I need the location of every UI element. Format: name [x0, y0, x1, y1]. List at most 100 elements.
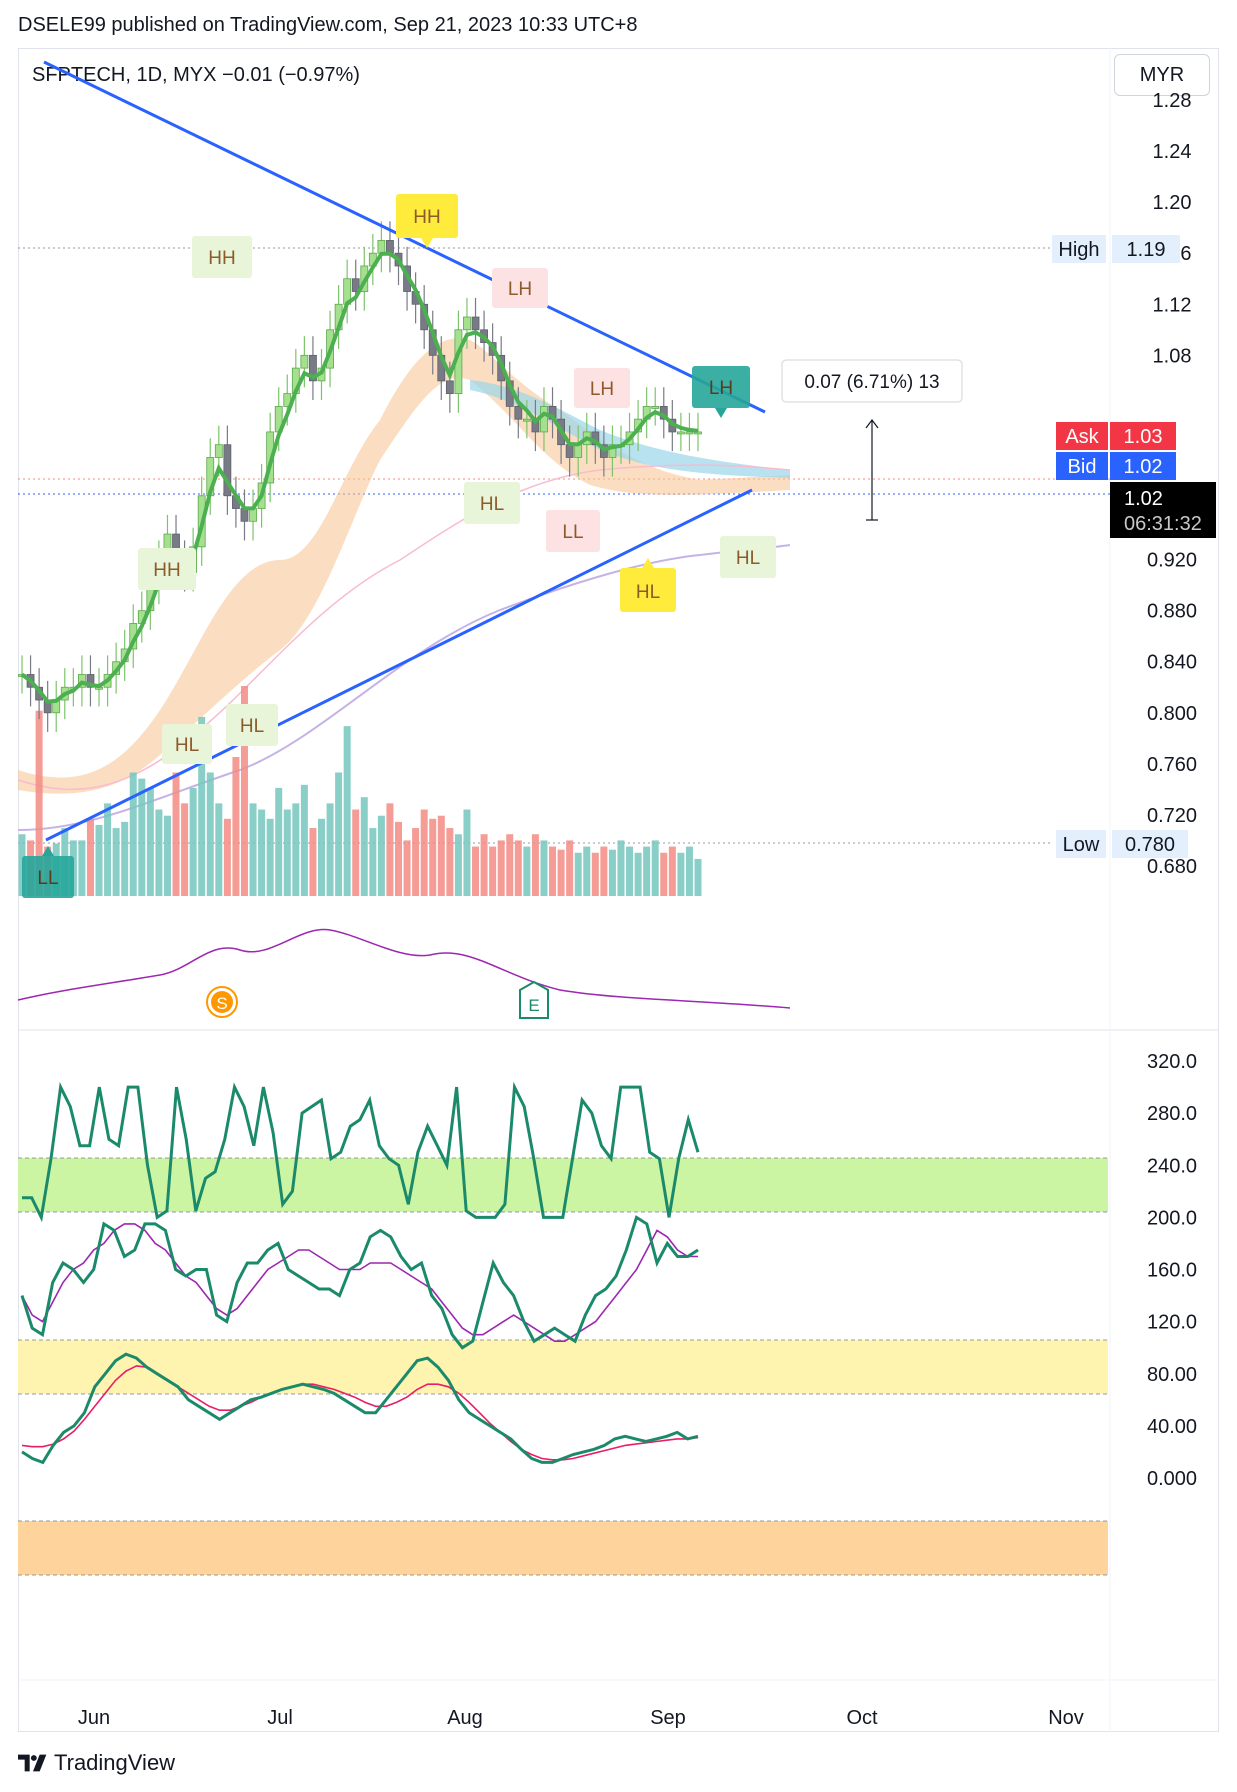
volume-bar: [198, 716, 206, 896]
volume-bar: [78, 840, 86, 896]
price-tick-label: 0.760: [1147, 754, 1197, 776]
svg-text:1.02: 1.02: [1124, 456, 1163, 478]
candle-body[interactable]: [694, 431, 702, 435]
tag-lh-top: LH: [692, 366, 750, 418]
time-tick-label: Aug: [447, 1707, 483, 1729]
volume-bar: [129, 772, 137, 896]
measure-box[interactable]: [781, 359, 963, 403]
ask-price-tag: Ask 1.03: [1056, 422, 1176, 450]
candle-body[interactable]: [540, 405, 548, 433]
tag-hl-3: HL: [464, 482, 520, 524]
candle-body[interactable]: [522, 418, 531, 422]
tag-hl-5: HL: [720, 536, 776, 578]
volume-bar: [326, 803, 334, 896]
candle-body[interactable]: [249, 508, 257, 522]
tag-label: HH: [413, 207, 440, 228]
candle-body[interactable]: [86, 674, 95, 688]
tag-label: HL: [736, 548, 760, 569]
tag-label: LH: [590, 379, 614, 400]
oscillator-axis[interactable]: 320.0 280.0 240.0 200.0 160.0 120.0 80.00 40.00…: [1147, 1051, 1197, 1490]
svg-text:06:31:32: 06:31:32: [1124, 513, 1202, 535]
volume-bar: [694, 858, 702, 896]
volume-bar: [300, 784, 308, 896]
candle-body[interactable]: [676, 431, 685, 435]
volume-bar: [677, 852, 685, 896]
candle-body[interactable]: [608, 444, 617, 458]
candle-body[interactable]: [514, 405, 523, 420]
candle-body[interactable]: [565, 444, 574, 458]
high-price-tag: High 1.19: [1052, 235, 1180, 263]
volume-bar: [249, 803, 257, 896]
volume-bar: [583, 846, 591, 896]
candle-body[interactable]: [685, 431, 694, 435]
volume-bar: [283, 809, 291, 896]
volume-bar: [643, 846, 651, 896]
footer-brand[interactable]: TradingView: [18, 1750, 175, 1776]
volume-bar: [309, 828, 317, 896]
volume-bar: [617, 840, 625, 896]
candle-body[interactable]: [309, 354, 317, 382]
candle-body[interactable]: [386, 240, 394, 254]
volume-bar: [163, 815, 171, 896]
candle-body[interactable]: [300, 354, 309, 369]
volume-bar: [104, 803, 112, 896]
oscillator-tick-label: 280.0: [1147, 1103, 1197, 1125]
candle-body[interactable]: [351, 278, 360, 292]
time-tick-label: Oct: [846, 1707, 878, 1729]
volume-bar: [489, 846, 497, 896]
volume-bar: [395, 821, 403, 896]
candle-body[interactable]: [377, 240, 386, 254]
oscillator-low-signal: [21, 1365, 699, 1461]
price-tick-label: 0.720: [1147, 805, 1197, 827]
volume-bar: [275, 787, 283, 896]
candle-body[interactable]: [574, 444, 583, 458]
volume-bar: [660, 852, 668, 896]
candle-body[interactable]: [445, 380, 454, 395]
tag-label: HH: [208, 248, 235, 269]
volume-bar: [206, 772, 214, 896]
tag-label: HL: [480, 494, 504, 515]
time-tick-label: Jun: [78, 1707, 110, 1729]
price-tick-label: 0.920: [1147, 550, 1197, 572]
symbol-change: −0.01 (−0.97%): [222, 64, 360, 86]
volume-bar: [454, 834, 462, 896]
svg-text:Low: Low: [1063, 834, 1100, 856]
volume-bar: [266, 818, 274, 896]
ascending-trendline[interactable]: [45, 488, 753, 842]
price-tick-label: 1.20: [1153, 192, 1192, 214]
candle-body[interactable]: [223, 444, 232, 497]
candle-body[interactable]: [471, 316, 480, 331]
tag-hh-1: HH: [192, 236, 252, 278]
volume-bar: [377, 815, 385, 896]
tag-hh-top: HH: [396, 194, 458, 248]
candle-body[interactable]: [463, 316, 471, 331]
ma-pink: [17, 464, 791, 791]
green-band: [18, 1158, 1108, 1212]
oscillator-top-line: [22, 1081, 700, 1223]
volume-bar: [531, 834, 539, 896]
volume-bar: [86, 818, 94, 896]
symbol-legend[interactable]: SFPTECH, 1D, MYX −0.01 (−0.97%): [32, 64, 360, 87]
earnings-event-icon[interactable]: E: [519, 980, 549, 1019]
last-price-tag: 1.02 06:31:32: [1110, 482, 1216, 538]
candle-body[interactable]: [651, 405, 660, 409]
volume-bars: [18, 686, 702, 896]
tag-lh-1: LH: [492, 268, 548, 308]
time-axis[interactable]: Jun Jul Aug Sep Oct Nov: [78, 1707, 1084, 1729]
volume-bar: [181, 803, 189, 896]
volume-bar: [223, 818, 231, 896]
volume-bar: [557, 849, 565, 896]
price-tick-label: 0.680: [1147, 856, 1197, 878]
tag-hl-4: HL: [620, 558, 676, 612]
volume-bar: [497, 840, 505, 896]
price-tick-label: 1.08: [1153, 345, 1192, 367]
split-event-icon[interactable]: S: [206, 986, 238, 1018]
currency-button[interactable]: MYR: [1114, 54, 1210, 96]
candle-body[interactable]: [240, 508, 249, 522]
oscillator-tick-label: 160.0: [1147, 1260, 1197, 1282]
ema-ribbon-orange: [18, 338, 790, 794]
price-tick-label: 1.24: [1153, 141, 1192, 163]
candle-body[interactable]: [214, 444, 223, 458]
tag-label: HH: [153, 560, 180, 581]
